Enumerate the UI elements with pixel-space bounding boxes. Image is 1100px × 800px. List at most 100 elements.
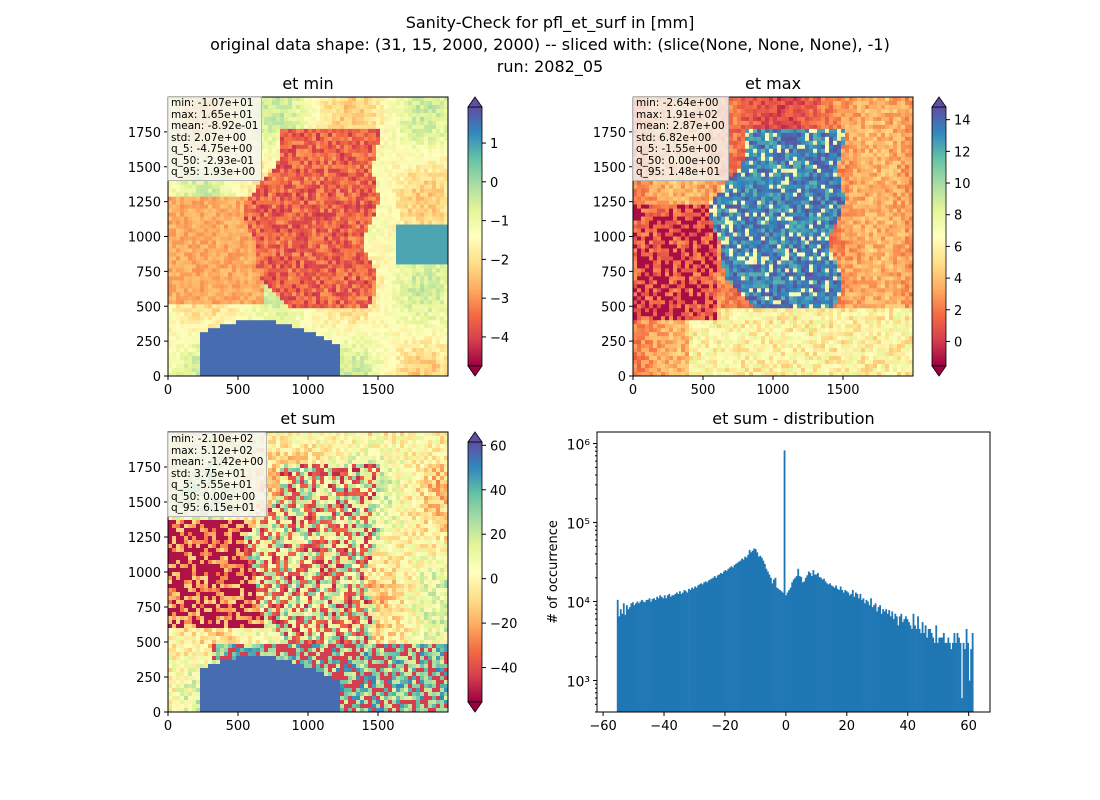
- heatmap-cell: [396, 104, 401, 110]
- heatmap-cell: [380, 312, 385, 317]
- heatmap-cell: [396, 316, 401, 321]
- heatmap-cell: [376, 216, 381, 222]
- heatmap-cell: [320, 264, 325, 269]
- heatmap-cell: [264, 200, 269, 206]
- heatmap-cell: [420, 296, 425, 301]
- heatmap-cell: [216, 268, 221, 273]
- heatmap-cell: [332, 216, 337, 222]
- heatmap-cell: [284, 244, 289, 250]
- heatmap-cell: [300, 216, 305, 222]
- heatmap-cell: [432, 328, 437, 333]
- heatmap-cell: [384, 320, 389, 325]
- heatmap-cell: [336, 356, 341, 361]
- heatmap-cell: [216, 284, 221, 289]
- heatmap-cell: [436, 180, 441, 186]
- heatmap-cell: [208, 232, 213, 238]
- heatmap-cell: [232, 340, 237, 345]
- heatmap-cell: [276, 240, 281, 246]
- heatmap-cell: [264, 204, 269, 210]
- heatmap-cell: [384, 244, 389, 250]
- heatmap-cell: [276, 236, 281, 242]
- heatmap-cell: [248, 180, 253, 186]
- heatmap-cell: [404, 156, 409, 162]
- heatmap-cell: [248, 228, 253, 234]
- heatmap-cell: [192, 252, 197, 258]
- heatmap-cell: [264, 124, 269, 130]
- heatmap-cell: [328, 360, 333, 365]
- heatmap-cell: [404, 260, 409, 265]
- heatmap-cell: [172, 336, 177, 341]
- heatmap-cell: [240, 260, 245, 265]
- heatmap-cell: [284, 124, 289, 130]
- heatmap-cell: [376, 140, 381, 146]
- heatmap-cell: [296, 304, 301, 309]
- heatmap-cell: [380, 372, 385, 376]
- heatmap-cell: [388, 208, 393, 214]
- heatmap-cell: [268, 216, 273, 222]
- heatmap-cell: [232, 300, 237, 305]
- heatmap-cell: [196, 368, 201, 373]
- heatmap-cell: [300, 244, 305, 250]
- heatmap-cell: [224, 208, 229, 214]
- heatmap-cell: [336, 244, 341, 250]
- colorbar-tick-label: 1: [490, 137, 498, 152]
- heatmap-cell: [268, 372, 273, 376]
- heatmap-cell: [228, 180, 233, 186]
- heatmap-cell: [320, 156, 325, 162]
- heatmap-cell: [428, 196, 433, 202]
- heatmap-cell: [332, 316, 337, 321]
- heatmap-cell: [200, 228, 205, 234]
- heatmap-cell: [380, 328, 385, 333]
- heatmap-cell: [360, 372, 365, 376]
- heatmap-cell: [196, 260, 201, 265]
- heatmap-cell: [252, 244, 257, 250]
- heatmap-cell: [312, 160, 317, 166]
- heatmap-cell: [280, 164, 285, 170]
- heatmap-cell: [392, 140, 397, 146]
- heatmap-cell: [404, 100, 409, 106]
- heatmap-cell: [436, 372, 441, 376]
- heatmap-cell: [204, 344, 209, 349]
- heatmap-cell: [332, 260, 337, 265]
- heatmap-cell: [236, 224, 241, 230]
- heatmap-cell: [348, 124, 353, 130]
- heatmap-cell: [384, 336, 389, 341]
- heatmap-cell: [400, 244, 405, 250]
- heatmap-cell: [240, 356, 245, 361]
- heatmap-cell: [372, 216, 377, 222]
- heatmap-cell: [168, 200, 173, 206]
- heatmap-cell: [376, 104, 381, 110]
- heatmap-cell: [392, 116, 397, 122]
- heatmap-cell: [276, 212, 281, 218]
- heatmap-cell: [408, 272, 413, 277]
- heatmap-cell: [344, 116, 349, 122]
- heatmap-cell: [168, 352, 173, 357]
- heatmap-cell: [340, 268, 345, 273]
- heatmap-cell: [376, 100, 381, 106]
- heatmap-cell: [400, 212, 405, 218]
- heatmap-cell: [340, 108, 345, 114]
- heatmap-cell: [408, 100, 413, 106]
- heatmap-cell: [633, 296, 638, 301]
- heatmap-cell: [428, 216, 433, 222]
- heatmap-cell: [264, 248, 269, 254]
- heatmap-cell: [388, 148, 393, 154]
- heatmap-cell: [352, 248, 357, 254]
- heatmap-cell: [312, 336, 317, 341]
- heatmap-cell: [444, 176, 448, 182]
- heatmap-cell: [208, 300, 213, 305]
- heatmap-cell: [444, 188, 448, 194]
- heatmap-cell: [308, 244, 313, 250]
- heatmap-cell: [400, 364, 405, 369]
- heatmap-cell: [236, 256, 241, 262]
- heatmap-cell: [272, 244, 277, 250]
- heatmap-cell: [200, 264, 205, 269]
- heatmap-cell: [372, 200, 377, 206]
- heatmap-cell: [388, 120, 393, 126]
- heatmap-cell: [368, 272, 373, 277]
- heatmap-cell: [428, 312, 433, 317]
- heatmap-cell: [400, 120, 405, 126]
- heatmap-cell: [396, 240, 401, 246]
- heatmap-cell: [436, 244, 441, 250]
- heatmap-cell: [300, 252, 305, 258]
